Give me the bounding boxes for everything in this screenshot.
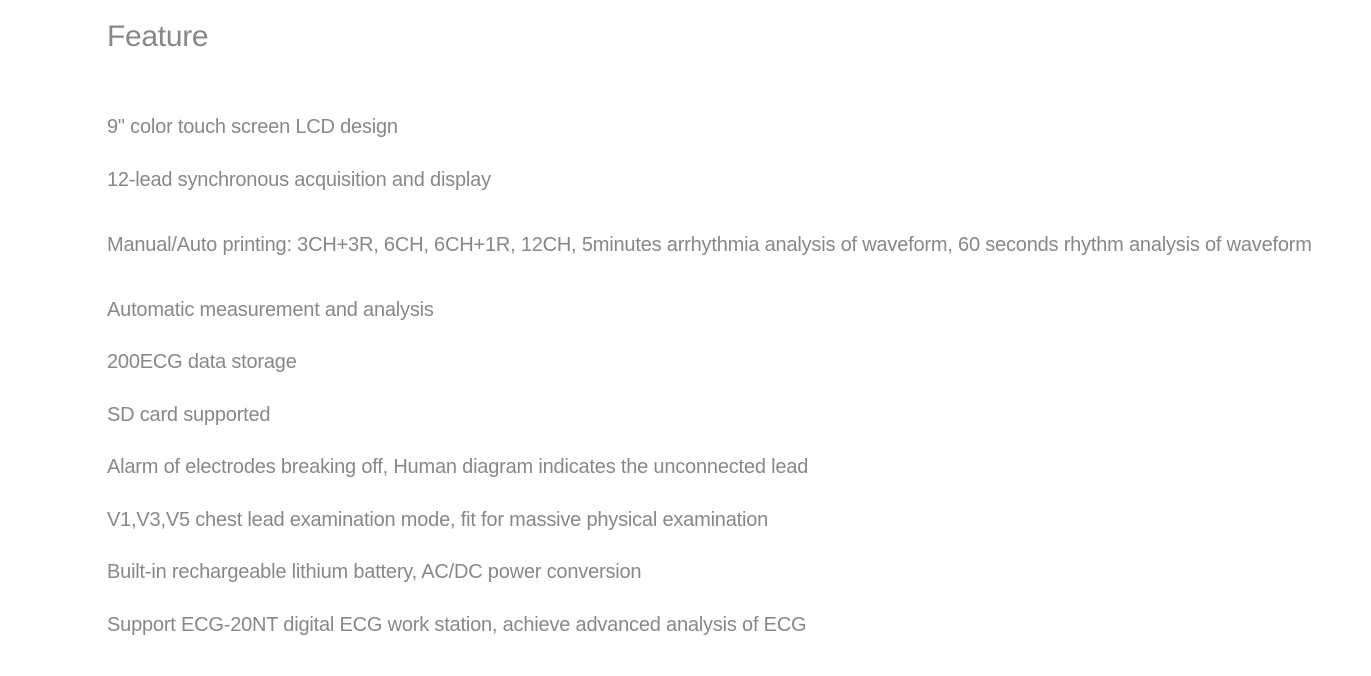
feature-item: Support ECG-20NT digital ECG work statio… — [107, 612, 1371, 639]
feature-item: SD card supported — [107, 402, 1371, 429]
feature-item: 200ECG data storage — [107, 349, 1371, 376]
feature-item: V1,V3,V5 chest lead examination mode, fi… — [107, 507, 1371, 534]
section-heading: Feature — [107, 20, 1371, 54]
feature-item: 12-lead synchronous acquisition and disp… — [107, 167, 1371, 194]
feature-item: 9" color touch screen LCD design — [107, 114, 1371, 141]
feature-list: 9" color touch screen LCD design 12-lead… — [107, 114, 1371, 639]
feature-item: Built-in rechargeable lithium battery, A… — [107, 559, 1371, 586]
feature-item: Automatic measurement and analysis — [107, 297, 1371, 324]
feature-item: Manual/Auto printing: 3CH+3R, 6CH, 6CH+1… — [107, 219, 1371, 271]
feature-item: Alarm of electrodes breaking off, Human … — [107, 454, 1371, 481]
